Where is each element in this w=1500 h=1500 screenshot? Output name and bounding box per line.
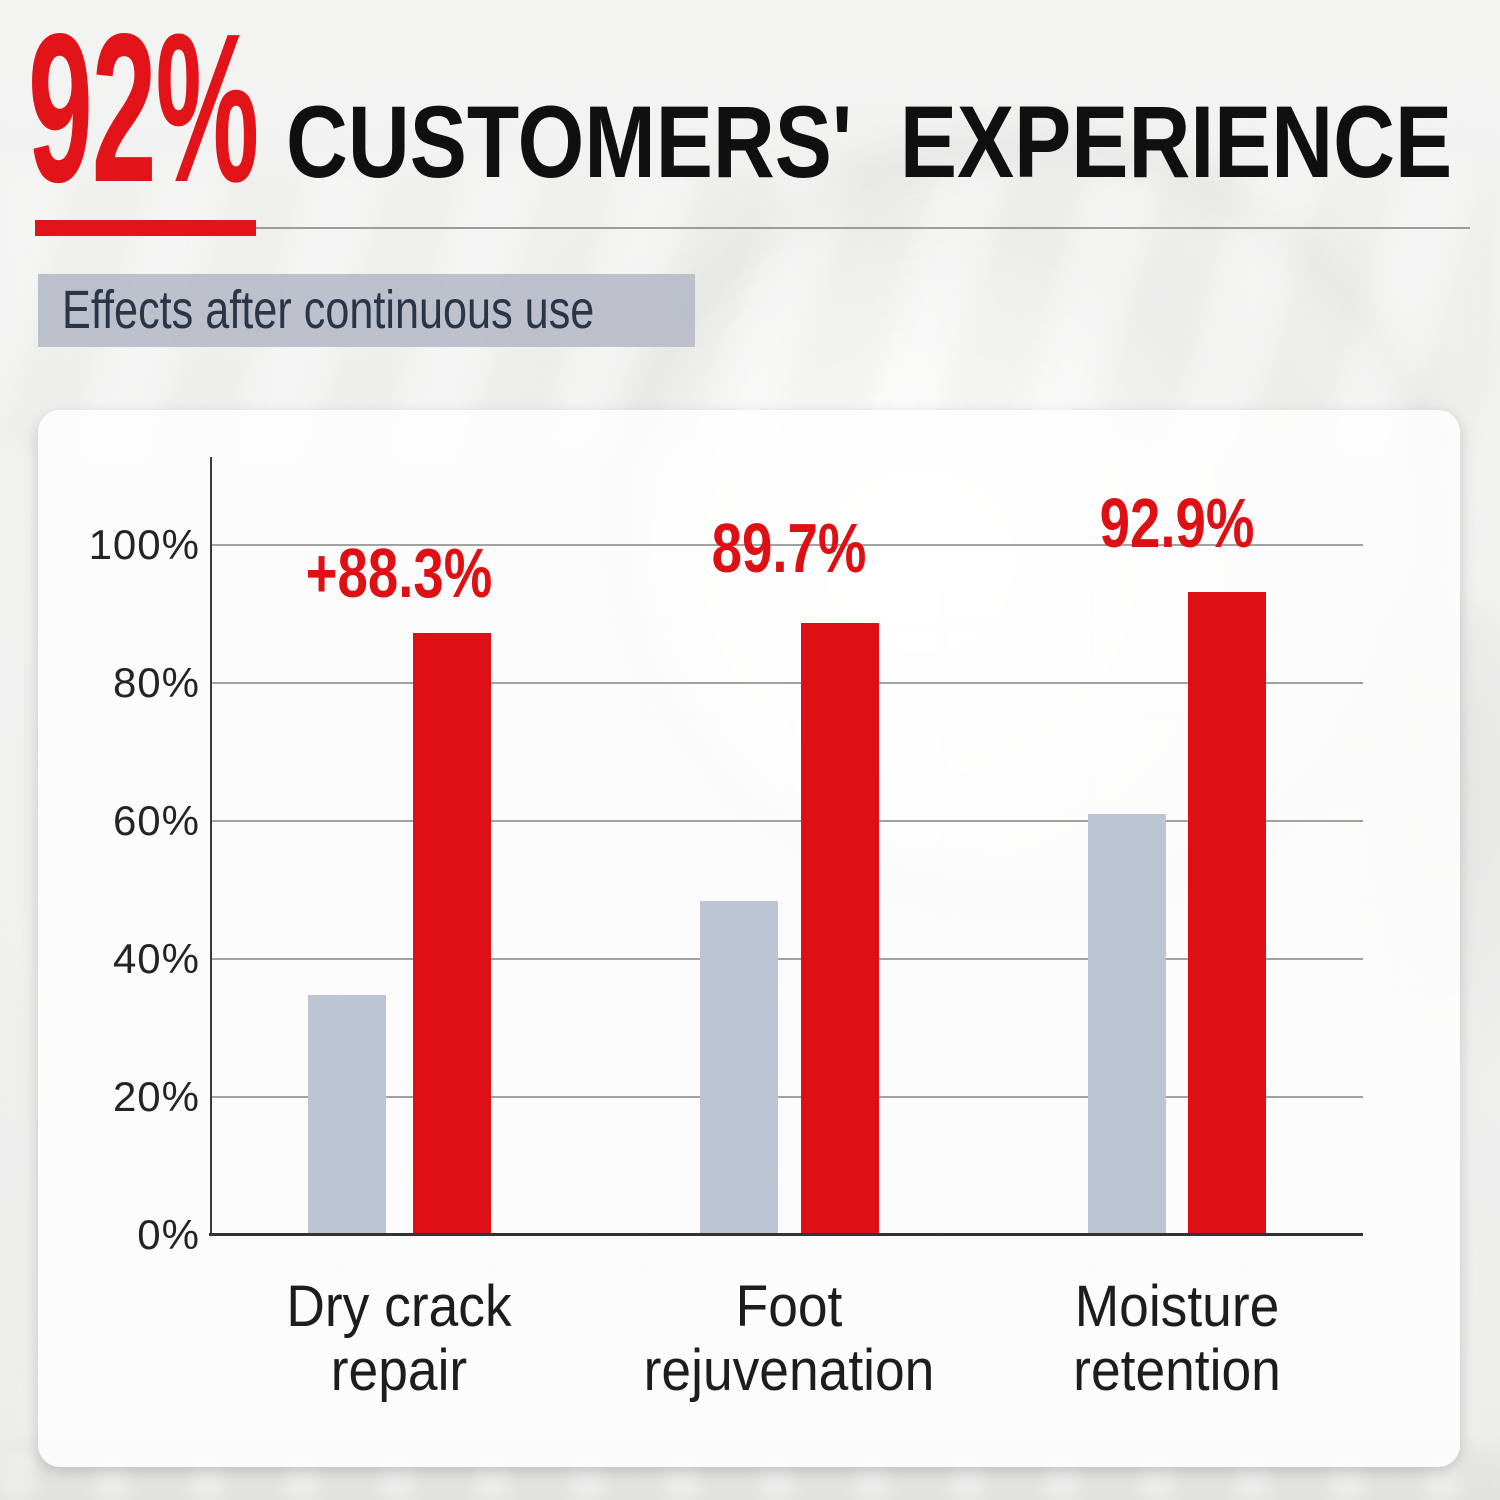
y-axis-line xyxy=(210,457,212,1235)
y-tick-label-0%: 0% xyxy=(137,1211,200,1258)
gridline-80% xyxy=(211,682,1363,684)
y-tick-label-60%: 60% xyxy=(112,797,200,844)
header-divider-line xyxy=(35,227,1470,229)
bar-red-3 xyxy=(1188,591,1266,1235)
y-tick-label-80%: 80% xyxy=(112,659,200,706)
bar-gray-1 xyxy=(308,994,386,1235)
subtitle-badge: Effects after continuous use xyxy=(38,274,695,347)
x-axis-baseline xyxy=(209,1233,1363,1236)
gridline-100% xyxy=(211,544,1363,546)
subtitle-badge-label: Effects after continuous use xyxy=(62,280,595,340)
category-label-line: Foot xyxy=(735,1274,843,1339)
y-tick-label-20%: 20% xyxy=(112,1073,200,1120)
category-label-line: Dry crack xyxy=(286,1274,512,1339)
value-label-2: 89.7% xyxy=(711,509,867,587)
category-label-2: Foot rejuvenation xyxy=(513,1275,1065,1403)
category-label-3: Moisture retention xyxy=(901,1275,1453,1403)
category-label-line: Moisture xyxy=(1074,1274,1280,1339)
bar-gray-2 xyxy=(700,901,778,1235)
category-label-1: Dry crack repair xyxy=(123,1275,675,1403)
value-label-1: +88.3% xyxy=(305,534,493,612)
category-label-line: retention xyxy=(1073,1338,1281,1403)
stat-92-percent: 92% xyxy=(28,0,259,226)
gridline-40% xyxy=(211,958,1363,960)
header-accent-underline xyxy=(35,220,256,236)
bar-gray-3 xyxy=(1088,814,1166,1235)
value-label-3: 92.9% xyxy=(1099,484,1255,562)
gridline-60% xyxy=(211,820,1363,822)
y-tick-label-100%: 100% xyxy=(88,521,200,568)
bar-red-1 xyxy=(413,633,491,1235)
y-tick-label-40%: 40% xyxy=(112,935,200,982)
gridline-20% xyxy=(211,1096,1363,1098)
category-label-line: repair xyxy=(330,1338,468,1403)
page-title: CUSTOMERS' EXPERIENCE xyxy=(286,85,1453,199)
category-label-line: rejuvenation xyxy=(643,1338,935,1403)
bar-red-2 xyxy=(801,622,879,1235)
